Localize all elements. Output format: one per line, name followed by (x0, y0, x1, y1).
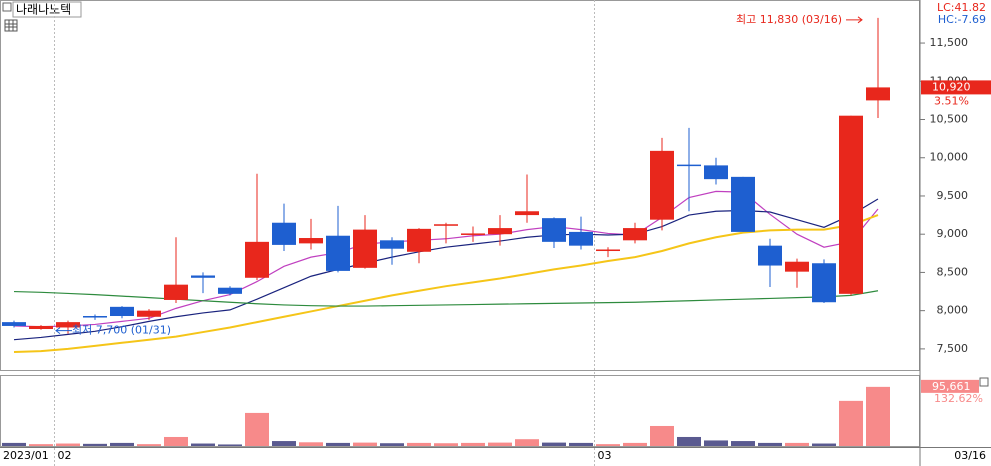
candle-body (839, 115, 863, 294)
volume-change: 132.62% (934, 392, 983, 405)
volume-bar (731, 441, 755, 446)
volume-bar (650, 425, 674, 446)
volume-bar (56, 443, 80, 446)
volume-bar (623, 442, 647, 446)
price-tag (921, 80, 991, 95)
volume-bar (488, 442, 512, 446)
y-tick-label: 9,000 (937, 227, 969, 240)
low-arrow (55, 327, 72, 334)
low-annotation: 최저 7,700 (01/31) (72, 324, 171, 337)
volume-bar (353, 442, 377, 446)
y-tick-label: 8,000 (937, 304, 969, 317)
candle-body (812, 263, 836, 303)
volume-bar (164, 436, 188, 446)
candle-body (488, 228, 512, 235)
candle-body (596, 249, 620, 252)
candle-body (866, 87, 890, 101)
candle-body (272, 222, 296, 245)
volume-bar (758, 442, 782, 446)
price-tag-label: 10,920 (932, 80, 971, 93)
volume-bar (2, 442, 26, 446)
candle-body (785, 261, 809, 272)
volume-bar (515, 439, 539, 446)
candle-body (299, 238, 323, 244)
volume-tag (921, 379, 979, 393)
volume-bar (596, 444, 620, 446)
x-tick-label: 02 (58, 449, 72, 462)
volume-bar (866, 386, 890, 446)
candle-body (353, 229, 377, 268)
candle-body (407, 228, 431, 252)
volume-bar (839, 400, 863, 446)
volume-bar (326, 442, 350, 446)
moving-average (13, 290, 879, 307)
volume-bar (218, 444, 242, 446)
candle-body (2, 322, 26, 326)
grid-icon-lines (5, 20, 17, 31)
volume-bar (137, 444, 161, 446)
y-tick-label: 10,000 (930, 151, 969, 164)
candle-body (758, 245, 782, 266)
candle-body (461, 233, 485, 235)
volume-bar (407, 442, 431, 446)
stock-name: 나래나노텍 (16, 3, 71, 17)
candle-body (731, 176, 755, 232)
volume-bar (434, 443, 458, 446)
volume-bar (245, 412, 269, 446)
candle-body (677, 164, 701, 167)
volume-bar (704, 440, 728, 446)
candle-body (29, 325, 53, 330)
volume-bar (191, 443, 215, 446)
volume-label: 95,661 (932, 380, 971, 393)
grid-icon[interactable] (4, 19, 18, 32)
candle-body (515, 211, 539, 216)
panel-icon[interactable] (2, 2, 12, 12)
candle-body (110, 306, 134, 317)
price-change: 3.51% (934, 94, 969, 107)
y-tick-label: 11,500 (930, 36, 969, 49)
indicator-lc: LC:41.82 (937, 1, 986, 14)
volume-bar (569, 442, 593, 446)
volume-bar (785, 442, 809, 446)
candle-body (83, 316, 107, 318)
volume-bar (29, 444, 53, 446)
x-tick-label: 2023/01 (3, 449, 49, 462)
cursor-date: 03/16 (954, 449, 986, 462)
candle-body (56, 322, 80, 328)
candle-body (704, 165, 728, 180)
high-annotation: 최고 11,830 (03/16) (736, 13, 842, 26)
candle-body (191, 275, 215, 278)
volume-bar (677, 436, 701, 446)
candle-body (245, 241, 269, 278)
candle-body (218, 287, 242, 294)
candle-body (650, 150, 674, 220)
volume-bar (272, 441, 296, 446)
title-box[interactable] (12, 1, 82, 18)
y-tick-label: 7,500 (937, 342, 969, 355)
y-tick-label: 10,500 (930, 113, 969, 126)
volume-bar (299, 442, 323, 446)
moving-average (13, 214, 879, 353)
candle-body (137, 310, 161, 317)
candle-body (542, 218, 566, 242)
y-tick-label: 9,500 (937, 189, 969, 202)
volume-bar (83, 443, 107, 446)
candle-body (623, 228, 647, 241)
volume-bar (380, 443, 404, 446)
volume-bar (542, 442, 566, 446)
volume-bar (812, 443, 836, 446)
candle-body (380, 240, 404, 249)
candle-body (164, 284, 188, 300)
high-arrow (846, 16, 863, 24)
x-tick-label: 03 (598, 449, 612, 462)
candle-body (434, 224, 458, 226)
indicator-hc: HC:-7.69 (938, 13, 986, 26)
candle-body (569, 231, 593, 246)
volume-bar (461, 442, 485, 446)
volume-bar (110, 442, 134, 446)
volume-icon[interactable] (979, 377, 989, 387)
candle-body (326, 235, 350, 271)
y-tick-label: 8,500 (937, 265, 969, 278)
